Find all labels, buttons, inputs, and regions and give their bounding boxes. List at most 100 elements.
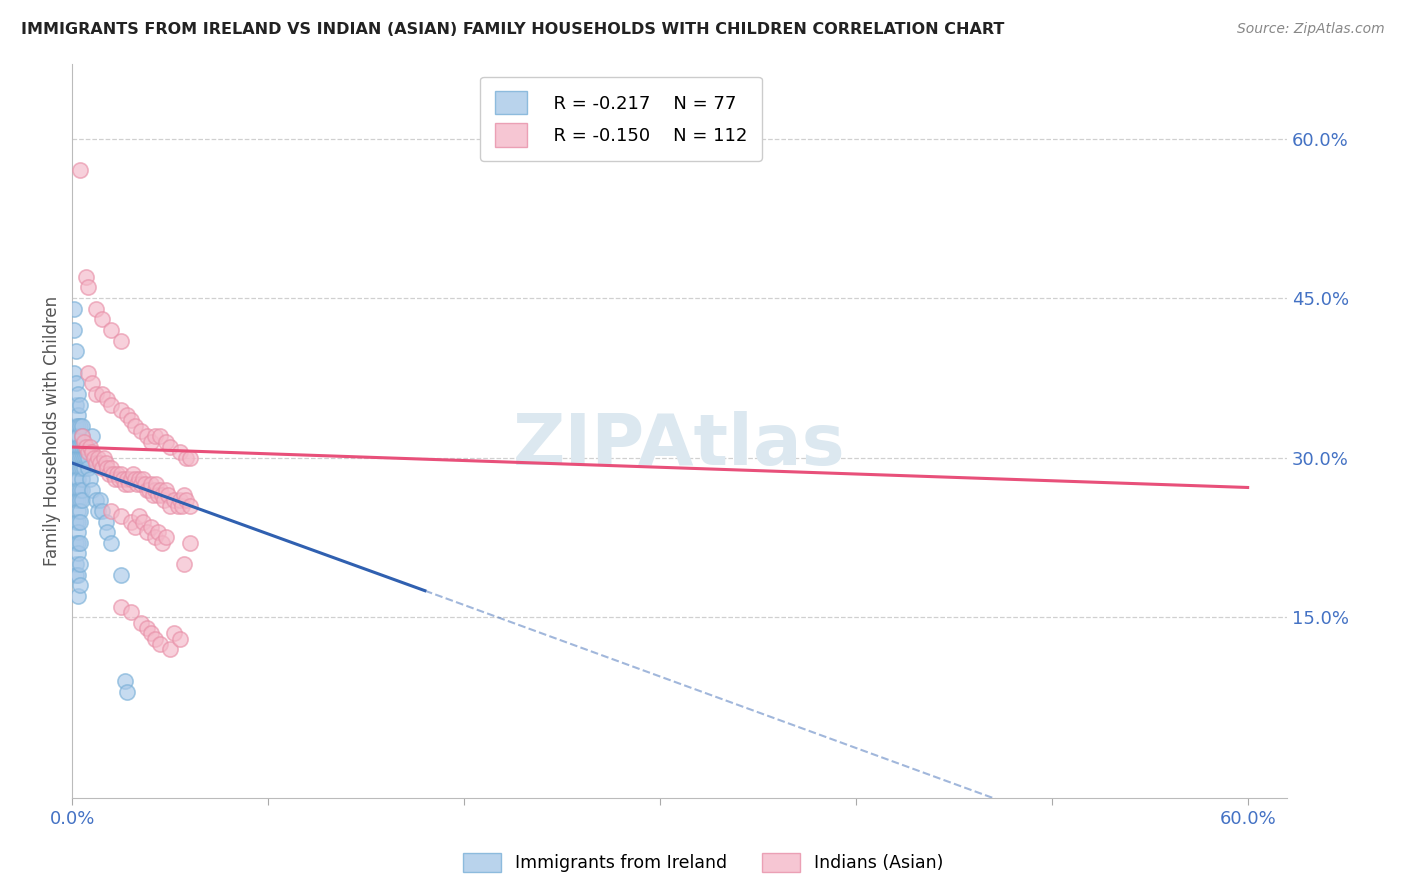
Point bbox=[110, 509, 132, 524]
Point bbox=[65, 397, 87, 411]
Point bbox=[83, 450, 105, 465]
Point bbox=[98, 467, 121, 481]
Point bbox=[138, 483, 160, 497]
Point bbox=[120, 472, 142, 486]
Point bbox=[67, 589, 90, 603]
Point bbox=[120, 413, 142, 427]
Point bbox=[84, 493, 107, 508]
Point bbox=[69, 504, 91, 518]
Point bbox=[69, 397, 91, 411]
Point bbox=[118, 477, 141, 491]
Text: Source: ZipAtlas.com: Source: ZipAtlas.com bbox=[1237, 22, 1385, 37]
Point bbox=[100, 536, 122, 550]
Point bbox=[167, 499, 190, 513]
Point bbox=[69, 493, 91, 508]
Point bbox=[163, 626, 186, 640]
Point bbox=[63, 366, 86, 380]
Point bbox=[75, 440, 97, 454]
Point bbox=[169, 493, 191, 508]
Point bbox=[148, 525, 170, 540]
Point bbox=[100, 461, 122, 475]
Point bbox=[90, 387, 112, 401]
Point bbox=[90, 312, 112, 326]
Point bbox=[67, 408, 90, 422]
Point bbox=[122, 467, 145, 481]
Point bbox=[135, 429, 157, 443]
Point bbox=[104, 472, 127, 486]
Point bbox=[179, 499, 201, 513]
Point bbox=[67, 483, 90, 497]
Point bbox=[114, 674, 136, 689]
Point bbox=[128, 472, 150, 486]
Point bbox=[110, 402, 132, 417]
Point bbox=[86, 504, 108, 518]
Text: IMMIGRANTS FROM IRELAND VS INDIAN (ASIAN) FAMILY HOUSEHOLDS WITH CHILDREN CORREL: IMMIGRANTS FROM IRELAND VS INDIAN (ASIAN… bbox=[21, 22, 1004, 37]
Point bbox=[67, 515, 90, 529]
Point bbox=[139, 626, 162, 640]
Point bbox=[110, 567, 132, 582]
Point bbox=[65, 429, 87, 443]
Point bbox=[65, 493, 87, 508]
Point bbox=[96, 392, 118, 407]
Point bbox=[67, 472, 90, 486]
Point bbox=[67, 493, 90, 508]
Point bbox=[65, 515, 87, 529]
Point bbox=[143, 632, 166, 646]
Point bbox=[67, 536, 90, 550]
Point bbox=[145, 477, 167, 491]
Point bbox=[103, 467, 125, 481]
Point bbox=[139, 477, 162, 491]
Legend: Immigrants from Ireland, Indians (Asian): Immigrants from Ireland, Indians (Asian) bbox=[456, 846, 950, 879]
Point bbox=[70, 418, 93, 433]
Point bbox=[79, 472, 101, 486]
Point bbox=[143, 429, 166, 443]
Point bbox=[84, 456, 107, 470]
Point bbox=[110, 599, 132, 614]
Legend:   R = -0.217    N = 77,   R = -0.150    N = 112: R = -0.217 N = 77, R = -0.150 N = 112 bbox=[481, 77, 762, 161]
Point bbox=[63, 323, 86, 337]
Point bbox=[135, 525, 157, 540]
Point bbox=[65, 472, 87, 486]
Y-axis label: Family Households with Children: Family Households with Children bbox=[44, 296, 60, 566]
Point bbox=[105, 467, 128, 481]
Point bbox=[96, 461, 118, 475]
Point bbox=[90, 461, 112, 475]
Point bbox=[69, 578, 91, 592]
Point bbox=[69, 418, 91, 433]
Point bbox=[120, 515, 142, 529]
Point bbox=[100, 397, 122, 411]
Point bbox=[67, 387, 90, 401]
Point bbox=[150, 536, 173, 550]
Point bbox=[115, 472, 138, 486]
Point bbox=[169, 632, 191, 646]
Point bbox=[108, 472, 131, 486]
Point bbox=[159, 499, 181, 513]
Point bbox=[125, 477, 148, 491]
Point bbox=[89, 456, 111, 470]
Point bbox=[77, 445, 100, 459]
Point bbox=[65, 536, 87, 550]
Point bbox=[179, 450, 201, 465]
Point bbox=[67, 567, 90, 582]
Point bbox=[143, 531, 166, 545]
Point bbox=[155, 483, 177, 497]
Point bbox=[84, 387, 107, 401]
Point bbox=[174, 493, 197, 508]
Point bbox=[153, 493, 176, 508]
Point bbox=[169, 445, 191, 459]
Point bbox=[80, 429, 103, 443]
Point bbox=[65, 418, 87, 433]
Point bbox=[115, 408, 138, 422]
Point bbox=[70, 440, 93, 454]
Point bbox=[128, 509, 150, 524]
Point bbox=[142, 488, 165, 502]
Point bbox=[80, 483, 103, 497]
Point bbox=[67, 429, 90, 443]
Point bbox=[120, 605, 142, 619]
Point bbox=[77, 461, 100, 475]
Point bbox=[67, 418, 90, 433]
Point bbox=[65, 461, 87, 475]
Point bbox=[139, 434, 162, 449]
Point bbox=[70, 461, 93, 475]
Point bbox=[73, 450, 96, 465]
